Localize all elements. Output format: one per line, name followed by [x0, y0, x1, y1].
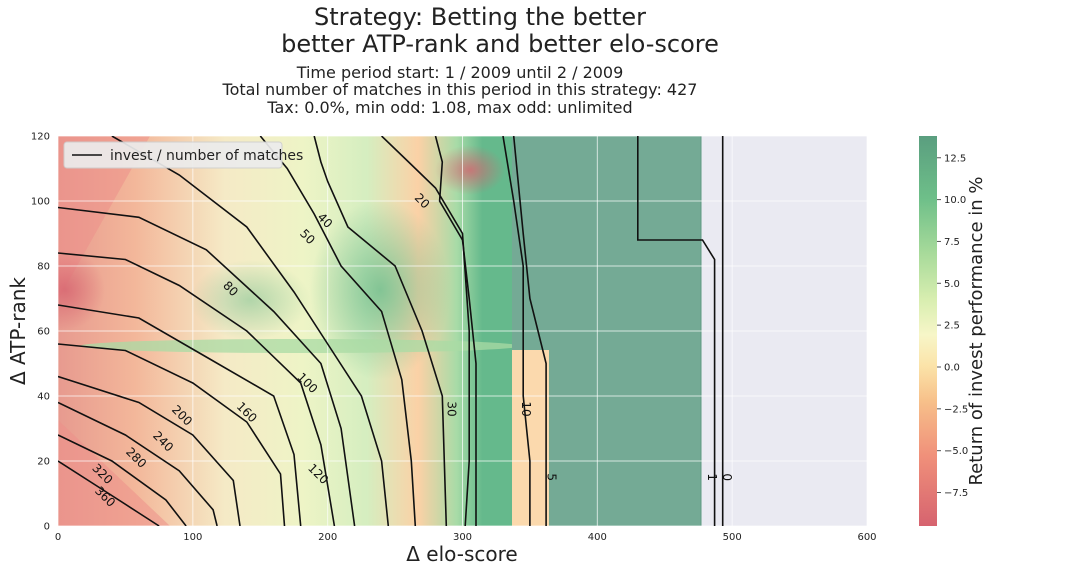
colorbar-tick-label: 0.0 [944, 362, 960, 373]
colorbar-tick-label: 7.5 [944, 237, 960, 248]
contour-label-30: 30 [445, 401, 459, 416]
legend: invest / number of matches [63, 141, 303, 169]
contour-line-360 [58, 460, 160, 526]
colorbar-label: Return of invest performance in % [966, 176, 987, 485]
contour-line-240 [58, 375, 241, 526]
contour-line-80 [111, 136, 390, 526]
contour-label-0: 0 [720, 473, 734, 481]
y-tick-label: 100 [31, 197, 50, 208]
contour-label-5: 5 [544, 473, 558, 481]
colorbar-tick-label: −7.5 [944, 488, 968, 499]
contour-line-200 [58, 343, 286, 526]
y-tick-label: 120 [31, 132, 50, 143]
contour-line-120 [58, 252, 336, 526]
contour-line-100 [58, 206, 356, 526]
x-tick-label: 0 [55, 532, 61, 543]
y-tick-label: 60 [37, 327, 50, 338]
x-axis-label: Δ elo-score [406, 542, 517, 566]
contour-line-280 [58, 401, 218, 526]
x-axis: 0 100 200 300 400 500 600 [55, 532, 877, 543]
x-tick-label: 100 [183, 532, 202, 543]
y-tick-label: 20 [37, 457, 50, 468]
x-tick-label: 200 [318, 532, 337, 543]
chart-title-line2: better ATP-rank and better elo-score [281, 30, 719, 58]
chart-subtitle-line2: Total number of matches in this period i… [222, 80, 698, 99]
contour-label-10: 10 [519, 401, 533, 416]
contour-line-40 [313, 136, 448, 526]
contour-line-50 [259, 136, 417, 526]
y-axis-label: Δ ATP-rank [6, 277, 30, 385]
colorbar-tick-label: 2.5 [944, 321, 960, 332]
colorbar-tick-label: −5.0 [944, 446, 968, 457]
contour-line-20 [434, 136, 477, 526]
contour-line-1 [637, 136, 716, 526]
colorbar-ticks: −7.5 −5.0 −2.5 0.0 2.5 5.0 7.5 10.0 12.5 [937, 153, 968, 499]
contour-label-1: 1 [705, 473, 719, 481]
contour-line-160 [58, 304, 302, 526]
x-tick-label: 600 [857, 532, 876, 543]
chart-subtitle-line1: Time period start: 1 / 2009 until 2 / 20… [296, 63, 624, 82]
colorbar: −7.5 −5.0 −2.5 0.0 2.5 5.0 7.5 10.0 12.5 Return … [919, 136, 987, 526]
contour-line-30 [381, 136, 470, 526]
x-tick-label: 300 [453, 532, 472, 543]
x-tick-label: 400 [588, 532, 607, 543]
y-axis: 0 20 40 60 80 100 120 [31, 132, 50, 533]
chart-subtitle-line3: Tax: 0.0%, min odd: 1.08, max odd: unlim… [266, 98, 632, 117]
x-tick-label: 500 [723, 532, 742, 543]
colorbar-tick-label: 10.0 [944, 195, 966, 206]
plot-grid [58, 136, 867, 526]
contour-line-10 [502, 136, 531, 526]
colorbar-tick-label: −2.5 [944, 404, 968, 415]
chart-title: Strategy: Betting the better [314, 3, 646, 31]
y-tick-label: 0 [44, 522, 50, 533]
y-tick-label: 80 [37, 262, 50, 273]
y-tick-label: 40 [37, 392, 50, 403]
colorbar-tick-label: 12.5 [944, 153, 966, 164]
contour-line-320 [58, 434, 187, 526]
legend-label: invest / number of matches [110, 148, 303, 164]
contour-line-5 [512, 136, 547, 526]
colorbar-tick-label: 5.0 [944, 279, 960, 290]
colorbar-gradient [919, 136, 937, 526]
